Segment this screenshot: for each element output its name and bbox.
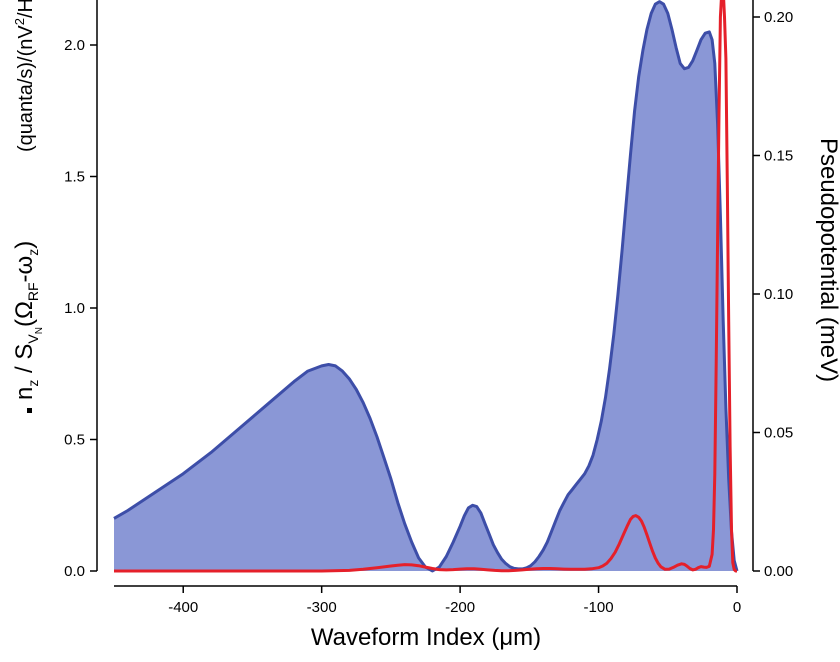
series-area-outline xyxy=(113,0,739,573)
svg-text:(quanta/s)/(nV2/Hz): (quanta/s)/(nV2/Hz) xyxy=(12,0,37,152)
x-tick-label: -200 xyxy=(445,599,475,616)
ylabel-s-sub: V xyxy=(25,334,41,344)
y-right-tick-label: 0.20 xyxy=(764,9,793,26)
ylabel-args-sub2: z xyxy=(25,249,41,256)
ylabel-units-sup: 2 xyxy=(12,18,27,25)
x-tick-label: -100 xyxy=(584,599,614,616)
x-axis-title: Waveform Index (μm) xyxy=(311,624,541,651)
y-right-tick-label: 0.15 xyxy=(764,148,793,165)
y-left-axis-title: nz / SVN(ΩRF-ωz) (quanta/s)/(nV2/Hz) xyxy=(11,0,45,413)
series-area-fill xyxy=(114,1,737,572)
ylabel-s-subsub: N xyxy=(34,327,45,334)
axes xyxy=(96,0,754,587)
ylabel-units-close: /Hz) xyxy=(15,0,37,18)
series-pseudopotential-line xyxy=(114,0,738,573)
y-right-tick-label: 0.05 xyxy=(764,425,793,442)
y-left-tick-label: 1.0 xyxy=(64,300,85,317)
y-left-tick-label: 1.5 xyxy=(64,169,85,186)
y-right-axis-title: Pseudopotential (meV) xyxy=(815,138,840,382)
x-tick-label: -300 xyxy=(307,599,337,616)
y-left-tick-label: 0.5 xyxy=(64,432,85,449)
ylabel-n-dot xyxy=(27,408,32,413)
ylabel-n: n xyxy=(11,387,38,400)
y-right-tick-label: 0.00 xyxy=(764,563,793,580)
ylabel-args-close: ) xyxy=(11,241,38,249)
y-left-tick-label: 0.0 xyxy=(64,563,85,580)
svg-text:nz / SVN(ΩRF-ωz): nz / SVN(ΩRF-ωz) xyxy=(11,241,45,400)
y-left-tick-label: 2.0 xyxy=(64,37,85,54)
ylabel-n-sub: z xyxy=(25,380,41,387)
ylabel-args-mid: -ω xyxy=(11,256,38,283)
ylabel-slash-s: / S xyxy=(11,344,38,380)
ylabel-args: (Ω xyxy=(11,301,38,327)
y-right-tick-label: 0.10 xyxy=(764,286,793,303)
ylabel-args-sub1: RF xyxy=(25,282,41,301)
x-tick-label: 0 xyxy=(733,599,741,616)
ylabel-units: (quanta/s)/(nV xyxy=(15,25,37,152)
x-tick-label: -400 xyxy=(168,599,198,616)
